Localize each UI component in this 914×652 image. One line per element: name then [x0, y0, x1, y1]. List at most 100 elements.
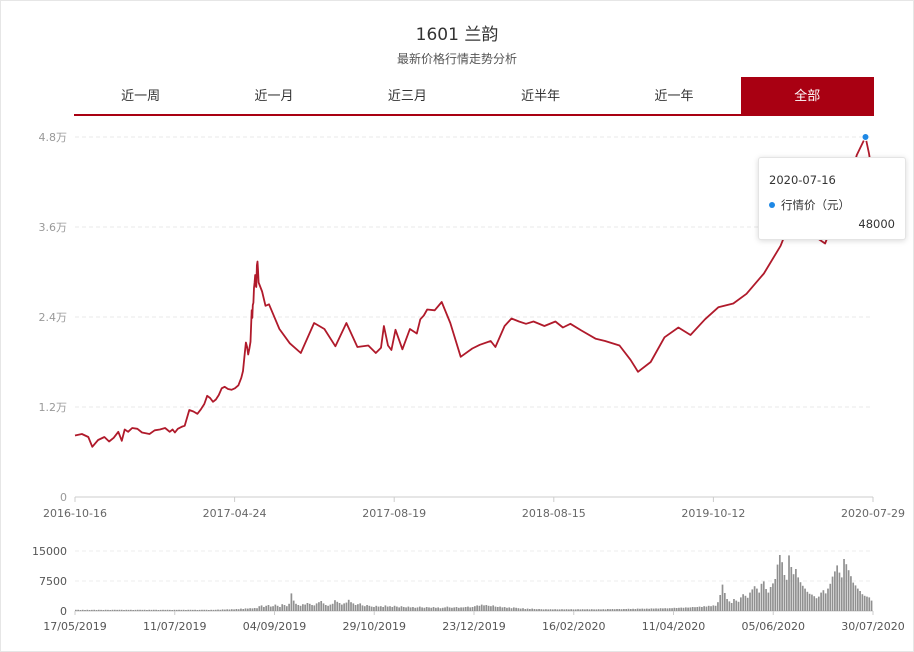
volume-bar: [182, 609, 185, 611]
volume-bar: [276, 605, 279, 611]
volume-bar: [824, 593, 827, 611]
volume-bar: [88, 610, 91, 611]
tab-1-year[interactable]: 近一年: [654, 89, 694, 104]
page-title: 1601 兰韵: [415, 25, 499, 45]
volume-bar: [586, 609, 589, 611]
tab-1-week[interactable]: 近一周: [121, 89, 161, 104]
volume-bar: [866, 596, 868, 611]
volume-bar: [210, 609, 212, 611]
volume-bar: [678, 607, 680, 611]
volume-bar: [613, 609, 616, 611]
volume-bar: [492, 605, 495, 611]
volume-bar: [503, 607, 506, 611]
volume-bar: [439, 608, 442, 611]
volume-bar: [155, 609, 157, 611]
volume-bar: [139, 609, 141, 611]
volume-bar: [694, 607, 696, 611]
volume-bar: [244, 608, 247, 611]
volume-bar: [859, 591, 861, 611]
volume-bar: [648, 608, 650, 611]
volume-bar: [602, 609, 605, 611]
tooltip-date: 2020-07-16: [769, 173, 836, 187]
volume-bar: [664, 608, 667, 611]
volume-bar: [540, 609, 543, 611]
volume-bar: [409, 607, 412, 611]
volume-bar: [558, 609, 561, 611]
volume-bar: [508, 607, 511, 611]
volume-bar: [512, 607, 515, 611]
volume-bar: [104, 609, 107, 611]
volume-bar: [412, 607, 414, 611]
volume-bar: [769, 587, 772, 611]
volume-bar: [666, 608, 669, 611]
volume-bar: [861, 594, 864, 611]
volume-bar: [522, 608, 524, 611]
volume-bar: [687, 607, 689, 611]
volume-bar: [441, 607, 444, 611]
volume-bar: [109, 610, 112, 611]
volume-bar: [164, 609, 167, 611]
volume-bar: [723, 593, 726, 611]
volume-bar: [701, 607, 703, 611]
volume-bar: [568, 609, 570, 611]
volume-bar: [831, 576, 834, 611]
volume-bar: [487, 605, 490, 611]
volume-bar: [464, 607, 467, 611]
volume-bar: [590, 609, 593, 611]
tab-6-months[interactable]: 近半年: [521, 89, 561, 104]
volume-bar: [808, 593, 811, 611]
volume-bar: [274, 604, 277, 611]
volume-bar: [430, 607, 433, 611]
volume-bar: [542, 609, 545, 611]
volume-bar: [180, 609, 183, 611]
volume-bar: [797, 577, 800, 611]
tab-1-month[interactable]: 近一月: [254, 89, 294, 104]
volume-bar: [749, 592, 751, 611]
volume-bar: [801, 585, 804, 611]
volume-bar: [579, 609, 582, 611]
volume-bar: [136, 609, 139, 611]
volume-bar: [561, 609, 563, 611]
volume-bar: [416, 607, 419, 611]
volume-bar: [696, 607, 699, 611]
volume-bar: [753, 586, 756, 611]
volume-bar: [221, 609, 224, 611]
volume-bar: [327, 605, 329, 611]
volume-bar: [260, 605, 263, 611]
volume-bar: [191, 609, 194, 611]
volume-bar: [329, 604, 332, 611]
volume-bar: [306, 603, 309, 611]
volume-bar: [453, 607, 456, 611]
volume-bar: [84, 610, 86, 611]
volume-bar: [421, 607, 423, 611]
volume-bar: [166, 609, 169, 611]
volume-bar: [334, 600, 336, 611]
volume-bar: [263, 607, 265, 611]
volume-bar: [496, 607, 499, 611]
volume-bar: [279, 607, 281, 611]
volume-bar: [551, 609, 554, 611]
volume-bar: [600, 609, 602, 611]
volume-bar: [668, 608, 671, 611]
tab-3-months[interactable]: 近三月: [387, 89, 427, 104]
volume-bar: [627, 608, 630, 611]
volume-bar: [336, 601, 339, 611]
volume-bar: [79, 610, 82, 611]
volume-bar: [829, 583, 832, 611]
volume-bar: [338, 603, 341, 611]
volume-bar: [811, 594, 813, 611]
volume-bar: [288, 603, 290, 611]
volume-bar: [774, 579, 777, 611]
volume-bar: [804, 588, 806, 611]
volume-bar: [379, 606, 382, 611]
volume-bar: [838, 572, 841, 611]
volume-bar: [781, 562, 783, 611]
tab-all[interactable]: 全部: [740, 77, 874, 114]
volume-bar: [377, 606, 380, 611]
volume-bar: [740, 597, 742, 611]
volume-bar: [146, 610, 148, 611]
x-tick-label: 2020-07-29: [841, 507, 905, 520]
volume-x-tick-label: 30/07/2020: [841, 620, 904, 633]
volume-bar: [705, 606, 708, 611]
